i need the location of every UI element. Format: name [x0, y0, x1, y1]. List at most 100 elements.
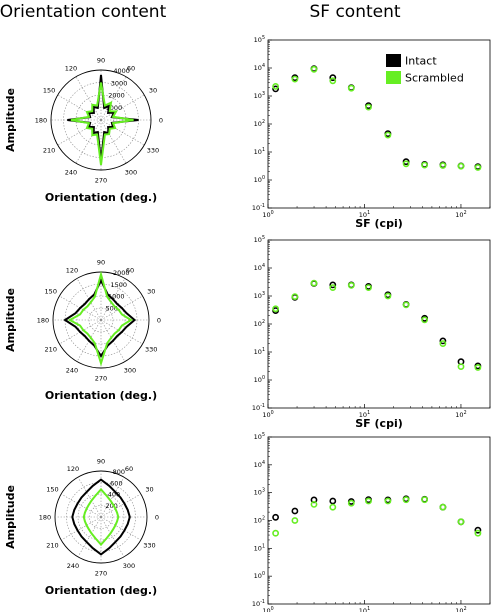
angle-tick-label: 150 [43, 87, 55, 95]
legend-label: Intact [405, 55, 437, 68]
polar-spoke [100, 119, 127, 164]
y-tick-label: 100 [254, 175, 265, 184]
data-point-scrambled [474, 529, 482, 537]
radial-tick-label: 400 [108, 491, 120, 499]
data-point-scrambled [474, 364, 482, 371]
y-tick-label: 103 [254, 91, 265, 100]
angle-tick-label: 150 [46, 486, 58, 494]
data-point-scrambled [439, 503, 447, 511]
data-point-intact [329, 497, 337, 505]
x-tick-label: 101 [359, 210, 370, 219]
data-point-scrambled [291, 293, 299, 300]
x-axis-label: SF (cpi) [355, 417, 403, 430]
data-point-scrambled [272, 83, 279, 90]
radial-tick-label: 500 [105, 304, 117, 312]
plot-frame [267, 239, 491, 409]
y-tick-label: 10-1 [252, 403, 265, 412]
x-tick-label: 101 [359, 410, 370, 419]
data-point-scrambled [329, 284, 337, 291]
data-point-scrambled [365, 103, 372, 111]
data-point-scrambled [384, 131, 392, 139]
angle-tick-label: 330 [143, 542, 155, 550]
y-tick-label: 102 [254, 319, 265, 328]
data-point-intact [474, 526, 482, 534]
orientation-chart-3: 0 30 60 90 120 150 180 210 240 270 300 330 200 400 600… [4, 458, 159, 598]
y-tick-label: 104 [254, 263, 265, 272]
y-tick-label: 103 [254, 488, 265, 497]
y-tick-label: 101 [254, 147, 265, 156]
polar-ring [66, 482, 136, 552]
y-tick-label: 101 [254, 543, 265, 552]
data-point-scrambled [347, 499, 355, 507]
data-point-intact [291, 507, 299, 515]
polar-ring [77, 493, 125, 541]
x-tick-label: 102 [455, 410, 466, 419]
polar-spoke [100, 94, 145, 121]
data-point-intact [439, 337, 447, 345]
x-axis-label: Orientation (deg.) [45, 191, 157, 204]
series-line-intact [63, 278, 137, 358]
angle-tick-label: 120 [67, 465, 79, 473]
radial-tick-label: 200 [105, 502, 117, 510]
radial-tick-label: 600 [110, 479, 122, 487]
angle-tick-label: 300 [123, 562, 135, 570]
angle-tick-label: 270 [95, 570, 107, 578]
series-line-scrambled [82, 487, 120, 547]
x-axis-label: SF (cpi) [355, 217, 403, 230]
data-point-intact [272, 513, 279, 521]
y-axis-label: Amplitude [4, 88, 17, 152]
heading-right: SF content [309, 2, 400, 22]
data-point-scrambled [310, 500, 318, 508]
polar-ring [50, 69, 152, 171]
data-point-scrambled [457, 518, 465, 526]
data-point-scrambled [474, 164, 482, 171]
y-axis-label: Amplitude [4, 485, 17, 549]
angle-tick-label: 270 [95, 375, 107, 383]
y-tick-label: 102 [254, 516, 265, 525]
y-tick-label: 105 [254, 432, 265, 441]
data-point-scrambled [457, 162, 465, 170]
y-axis-label: Amplitude [4, 288, 17, 352]
angle-tick-label: 90 [97, 458, 105, 466]
angle-tick-label: 300 [125, 168, 137, 176]
angle-tick-label: 120 [65, 65, 77, 73]
data-point-scrambled [347, 281, 355, 289]
polar-spoke [75, 76, 102, 121]
data-point-scrambled [439, 340, 447, 347]
polar-spoke [100, 76, 127, 121]
plot-frame [267, 39, 491, 209]
data-point-intact [329, 74, 337, 82]
data-point-scrambled [272, 529, 279, 537]
angle-tick-label: 210 [46, 542, 58, 550]
y-tick-label: 104 [254, 460, 265, 469]
data-point-scrambled [457, 363, 465, 370]
data-point-scrambled [365, 497, 372, 505]
angle-tick-label: 30 [147, 288, 155, 296]
polar-spoke [57, 94, 102, 121]
angle-tick-label: 270 [95, 177, 107, 185]
radial-tick-label: 4000 [113, 67, 130, 75]
x-tick-label: 101 [359, 606, 370, 612]
y-tick-label: 105 [254, 235, 265, 244]
data-point-scrambled [384, 497, 392, 505]
polar-spoke [75, 119, 102, 164]
heading-left: Orientation content [0, 2, 167, 22]
orientation-chart-1: 0 30 60 90 120 150 180 210 240 270 300 330 1000 2000 3… [4, 57, 163, 205]
data-point-scrambled [329, 77, 337, 85]
plots: 0306090120150180210240270300330100020003… [4, 35, 491, 612]
angle-tick-label: 240 [66, 367, 78, 375]
data-point-scrambled [421, 496, 428, 504]
polar-spoke [100, 119, 145, 146]
data-point-scrambled [439, 162, 447, 169]
data-point-scrambled [347, 84, 355, 92]
angle-tick-label: 90 [97, 57, 105, 65]
angle-tick-label: 60 [125, 465, 133, 473]
angle-tick-label: 210 [43, 147, 55, 155]
angle-tick-label: 180 [39, 514, 51, 522]
data-point-scrambled [421, 316, 428, 324]
angle-tick-label: 60 [127, 65, 135, 73]
series-line-scrambled [67, 270, 133, 367]
